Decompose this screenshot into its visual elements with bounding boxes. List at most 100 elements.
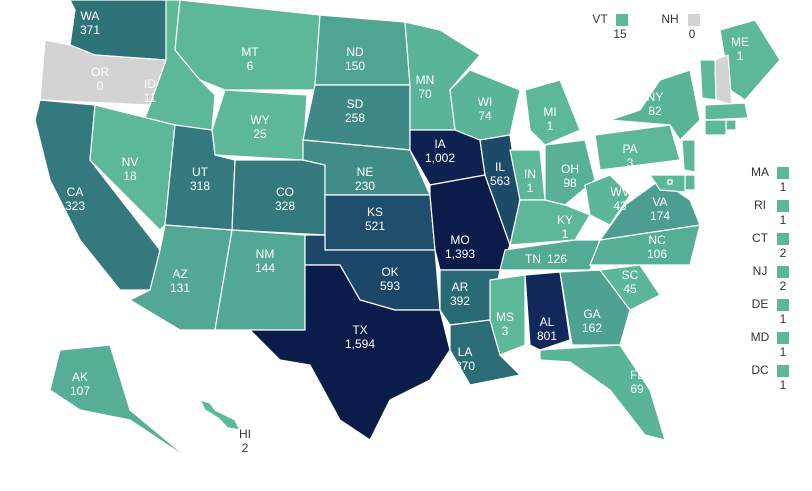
state-value: 1 [527, 181, 534, 195]
state-abbr: HI [239, 427, 251, 441]
state-shape [584, 174, 631, 226]
state-abbr: NJ [753, 264, 768, 278]
state-value: 318 [190, 179, 210, 193]
state-value: 370 [455, 359, 475, 373]
state-shape [198, 399, 242, 431]
state-value: 1 [547, 119, 554, 133]
state-swatch [777, 299, 789, 311]
state-shape [704, 102, 749, 121]
state-value: 1 [780, 312, 787, 326]
state-abbr: NE [357, 165, 374, 179]
state-abbr: TN [525, 252, 541, 266]
state-abbr: CO [276, 185, 294, 199]
state-value: 1 [780, 180, 787, 194]
state-abbr: ID [144, 77, 156, 91]
state-value: 1 [780, 345, 787, 359]
state-abbr: VT [592, 12, 608, 26]
state-value: 0 [97, 79, 104, 93]
state-value: 74 [478, 109, 492, 123]
state-value: 1,002 [425, 151, 455, 165]
state-value: 6 [247, 59, 254, 73]
state-abbr: FL [630, 368, 644, 382]
state-value: 323 [65, 199, 85, 213]
state-value: 106 [647, 247, 667, 261]
state-value: 150 [345, 59, 365, 73]
state-abbr: NM [256, 247, 275, 261]
state-abbr: MD [751, 330, 770, 344]
state-value: 1 [780, 378, 787, 392]
state-value: 18 [123, 169, 137, 183]
state-abbr: OK [381, 265, 398, 279]
state-shape [684, 174, 696, 191]
state-shape [594, 124, 681, 171]
state-swatch [777, 266, 789, 278]
state-value: 801 [537, 329, 557, 343]
state-swatch [616, 14, 628, 26]
state-value: 1,594 [345, 337, 375, 351]
state-shape [489, 274, 526, 356]
state-value: 3 [627, 156, 634, 170]
state-abbr: AL [540, 315, 555, 329]
state-value: 25 [253, 127, 267, 141]
state-abbr: WI [478, 95, 493, 109]
state-value: 593 [380, 279, 400, 293]
state-abbr: AK [72, 370, 88, 384]
state-value: 392 [450, 294, 470, 308]
state-abbr: PA [622, 142, 637, 156]
state-value: 69 [630, 382, 644, 396]
state-value: 45 [623, 282, 637, 296]
state-value: 230 [355, 179, 375, 193]
state-abbr: KS [367, 205, 383, 219]
state-value: 1 [562, 227, 569, 241]
state-swatch [777, 332, 789, 344]
state-abbr: SD [347, 97, 364, 111]
state-value: 2 [780, 279, 787, 293]
state-value: 1,393 [445, 247, 475, 261]
state-value: 1 [780, 213, 787, 227]
state-value: 82 [648, 104, 662, 118]
state-value: 43 [613, 199, 627, 213]
state-abbr: ND [346, 45, 364, 59]
state-abbr: IN [524, 167, 536, 181]
state-abbr: NH [661, 12, 678, 26]
state-value: 563 [490, 174, 510, 188]
state-swatch [777, 365, 789, 377]
state-abbr: DE [752, 297, 769, 311]
state-abbr: OH [561, 162, 579, 176]
state-abbr: AZ [172, 267, 187, 281]
state-abbr: AR [452, 280, 469, 294]
state-value: 70 [418, 87, 432, 101]
state-value: 126 [547, 252, 567, 266]
state-value: 1 [737, 49, 744, 63]
state-abbr: OR [91, 65, 109, 79]
state-value: 521 [365, 219, 385, 233]
state-abbr: IL [495, 160, 505, 174]
state-shape [589, 224, 701, 266]
state-value: 2 [242, 441, 249, 455]
state-value: 371 [80, 23, 100, 37]
state-value: 144 [255, 261, 275, 275]
state-abbr: WY [250, 113, 269, 127]
state-swatch [777, 200, 789, 212]
state-value: 258 [345, 111, 365, 125]
state-shape [509, 199, 591, 246]
state-abbr: SC [622, 268, 639, 282]
state-abbr: MI [543, 105, 556, 119]
state-value: 162 [582, 321, 602, 335]
state-shape [544, 139, 596, 206]
state-shape [667, 179, 673, 185]
state-value: 107 [70, 384, 90, 398]
state-abbr: MT [241, 45, 259, 59]
state-swatch [688, 14, 700, 26]
state-abbr: UT [192, 165, 209, 179]
state-shape [609, 69, 701, 141]
state-abbr: GA [583, 307, 600, 321]
state-abbr: DC [751, 363, 769, 377]
state-abbr: CT [752, 231, 769, 245]
state-shape [211, 89, 308, 161]
state-value: 328 [275, 199, 295, 213]
state-shape [559, 269, 631, 346]
state-value: 2 [780, 246, 787, 260]
state-shape [524, 79, 581, 146]
